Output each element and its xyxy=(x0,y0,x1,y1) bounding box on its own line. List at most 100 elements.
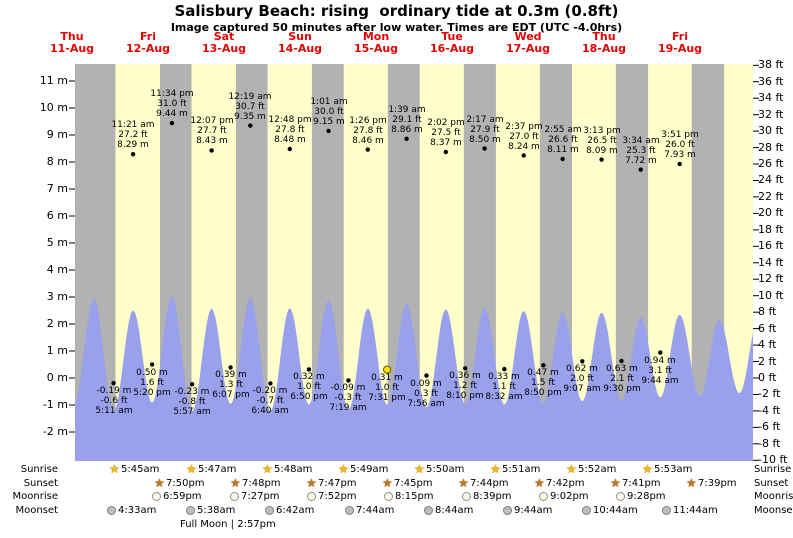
moonset-time: 10:44am xyxy=(593,505,638,516)
ft-axis-label: 32 ft xyxy=(758,108,784,121)
sunset-star-icon: ★ xyxy=(458,476,469,490)
day-label: Thu 18-Aug xyxy=(581,30,627,55)
high-tide-annotation: 3:13 pm 26.5 ft 8.09 m xyxy=(583,126,621,156)
low-tide-annotation: -0.20 m -0.7 ft 6:40 am xyxy=(251,386,289,416)
ft-axis-label: 16 ft xyxy=(758,239,784,252)
moonset-circle-icon xyxy=(345,506,354,515)
sunrise-time: 5:45am xyxy=(121,464,160,475)
high-tide-annotation: 12:19 am 30.7 ft 9.35 m xyxy=(228,92,272,122)
full-moon-note: Full Moon | 2:57pm xyxy=(180,519,276,530)
ft-axis-label: 2 ft xyxy=(758,355,777,368)
high-tide-dot xyxy=(209,148,214,153)
high-tide-annotation: 2:37 pm 27.0 ft 8.24 m xyxy=(505,122,543,152)
ft-axis-label: 28 ft xyxy=(758,141,784,154)
low-tide-annotation: 0.39 m 1.3 ft 6:07 pm xyxy=(212,370,250,400)
moonrise-circle-icon xyxy=(307,492,316,501)
low-tide-annotation: 0.33 m 1.1 ft 8:32 am xyxy=(485,372,523,402)
moonrise-time: 7:52pm xyxy=(318,491,357,502)
low-tide-dot xyxy=(306,367,312,372)
m-axis-label: 8 m xyxy=(46,155,68,168)
sunrise-star-icon: ★ xyxy=(642,462,653,476)
low-tide-dot xyxy=(424,373,429,378)
sunset-time: 7:48pm xyxy=(242,478,281,489)
low-tide-dot xyxy=(111,380,116,386)
high-tide-annotation: 1:26 pm 27.8 ft 8.46 m xyxy=(349,116,387,146)
ft-axis-label: 20 ft xyxy=(758,206,784,219)
moonrise-time: 8:15pm xyxy=(395,491,434,502)
high-tide-annotation: 12:48 pm 27.8 ft 8.48 m xyxy=(268,115,312,145)
moonset-circle-icon xyxy=(582,506,591,515)
moonrise-time: 8:39pm xyxy=(473,491,512,502)
low-tide-annotation: 0.47 m 1.5 ft 8:50 pm xyxy=(524,368,562,398)
moonset-time: 4:33am xyxy=(118,505,157,516)
moonrise-circle-icon xyxy=(384,492,393,501)
day-label: Fri 12-Aug xyxy=(125,30,171,55)
sunrise-star-icon: ★ xyxy=(566,462,577,476)
moonset-time: 7:44am xyxy=(356,505,395,516)
m-axis-label: 4 m xyxy=(46,263,68,276)
m-axis-label: 7 m xyxy=(46,182,68,195)
low-tide-annotation: 0.63 m 2.1 ft 9:30 pm xyxy=(603,364,641,394)
moonset-circle-icon xyxy=(107,506,116,515)
axis-ticks xyxy=(69,64,759,461)
high-tide-dot xyxy=(638,167,643,172)
high-tide-annotation: 3:34 am 25.3 ft 7.72 m xyxy=(622,136,660,166)
low-tide-dot xyxy=(189,382,195,387)
m-axis-label: 0 m xyxy=(46,371,68,384)
day-label: Sat 13-Aug xyxy=(201,30,247,55)
high-tide-dot xyxy=(365,147,370,152)
chart-title: Salisbury Beach: rising ordinary tide at… xyxy=(174,2,619,20)
sunrise-star-icon: ★ xyxy=(414,462,425,476)
ft-axis-label: -6 ft xyxy=(758,420,781,433)
high-tide-dot xyxy=(130,152,136,157)
ft-axis-label: 18 ft xyxy=(758,223,784,236)
high-tide-dot xyxy=(599,157,604,162)
sunset-time: 7:44pm xyxy=(470,478,509,489)
sunrise-time: 5:49am xyxy=(350,464,389,475)
moonset-time: 11:44am xyxy=(673,505,718,516)
sunset-star-icon: ★ xyxy=(154,476,165,490)
sunrise-star-icon: ★ xyxy=(490,462,501,476)
low-tide-dot xyxy=(149,362,155,367)
day-label: Fri 19-Aug xyxy=(657,30,703,55)
moonset-time: 9:44am xyxy=(514,505,553,516)
m-axis-label: 2 m xyxy=(46,317,68,330)
moonrise-circle-icon xyxy=(539,492,548,501)
low-tide-annotation: 0.31 m 1.0 ft 7:31 pm xyxy=(368,373,406,403)
ft-axis-label: 6 ft xyxy=(758,322,777,335)
moonset-time: 8:44am xyxy=(435,505,474,516)
high-tide-dot xyxy=(560,156,565,162)
sunrise-time: 5:50am xyxy=(426,464,465,475)
low-tide-annotation: 0.94 m 3.1 ft 9:44 am xyxy=(641,356,679,386)
high-tide-annotation: 3:51 pm 26.0 ft 7.93 m xyxy=(661,130,699,160)
low-tide-dot xyxy=(541,363,546,368)
m-axis-label: 5 m xyxy=(46,236,68,249)
moonrise-row-label-left: Moonrise xyxy=(12,491,58,502)
ft-axis-label: 10 ft xyxy=(758,289,784,302)
sunrise-time: 5:52am xyxy=(578,464,617,475)
day-label: Mon 15-Aug xyxy=(353,30,399,55)
moonset-time: 5:38am xyxy=(197,505,236,516)
high-tide-dot xyxy=(404,136,409,141)
high-tide-annotation: 2:55 am 26.6 ft 8.11 m xyxy=(544,125,582,155)
low-tide-dot xyxy=(228,365,233,370)
sunrise-star-icon: ★ xyxy=(186,462,197,476)
sunset-star-icon: ★ xyxy=(230,476,241,490)
day-label: Sun 14-Aug xyxy=(277,30,323,55)
m-axis-label: 9 m xyxy=(46,128,68,141)
sunset-time: 7:47pm xyxy=(318,478,357,489)
low-tide-dot xyxy=(268,381,273,386)
sunrise-time: 5:51am xyxy=(502,464,541,475)
ft-axis-label: 26 ft xyxy=(758,157,784,170)
low-tide-annotation: 0.32 m 1.0 ft 6:50 pm xyxy=(290,372,328,402)
ft-axis-label: 38 ft xyxy=(758,58,784,71)
m-axis-label: 6 m xyxy=(46,209,68,222)
high-tide-dot xyxy=(482,146,487,151)
sunrise-row-label-left: Sunrise xyxy=(20,464,58,475)
high-tide-dot xyxy=(521,153,526,158)
moonrise-row-label-right: Moonrise xyxy=(754,491,793,502)
chart-subtitle: Image captured 50 minutes after low wate… xyxy=(170,21,623,34)
high-tide-dot xyxy=(326,128,331,134)
high-tide-dot xyxy=(169,120,175,126)
